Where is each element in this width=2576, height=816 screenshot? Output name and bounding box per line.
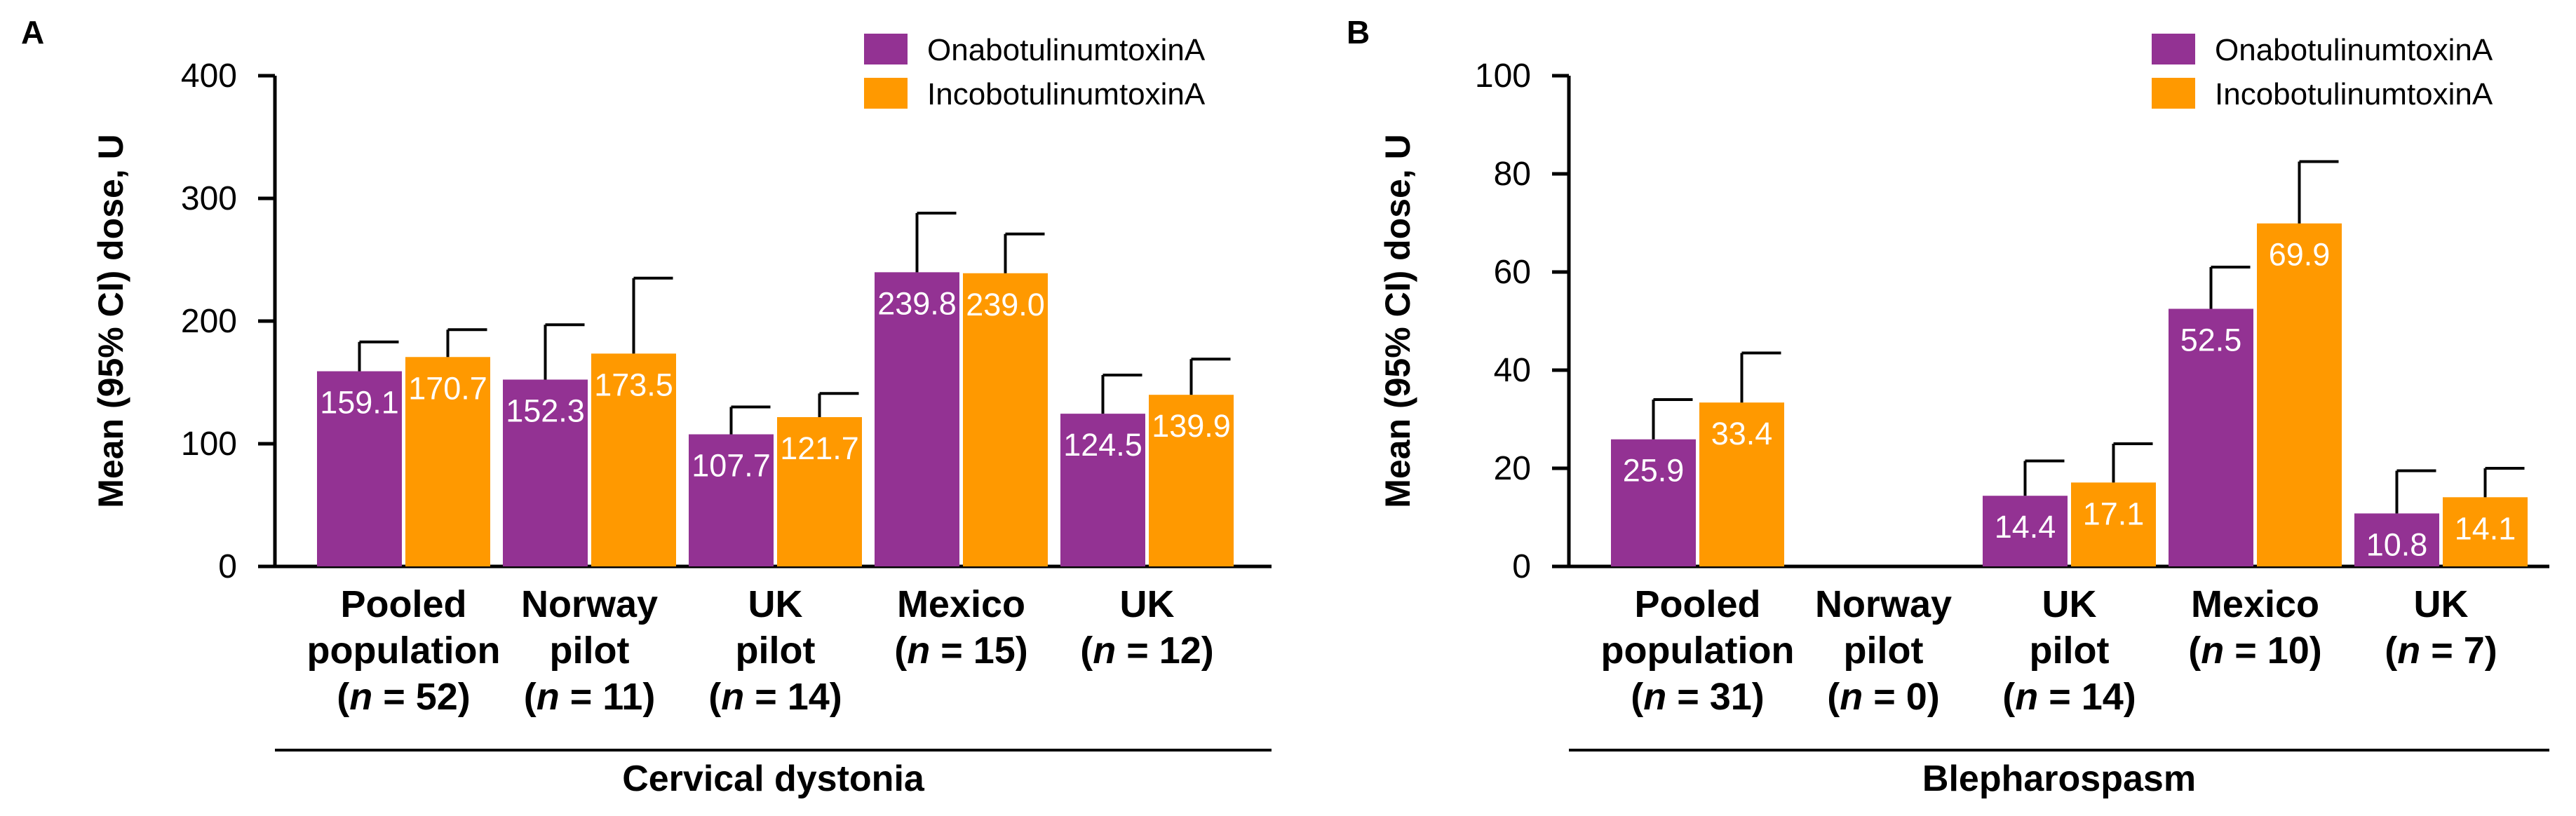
- x-category-label: pilot: [1844, 630, 1924, 672]
- x-category-label: Norway: [1815, 583, 1952, 625]
- panel-label: B: [1347, 14, 1370, 50]
- legend-label: OnabotulinumtoxinA: [927, 33, 1206, 67]
- bar-ona: [689, 434, 774, 566]
- x-category-label: Pooled: [1634, 583, 1760, 625]
- group-label: Cervical dystonia: [622, 759, 925, 799]
- bar-ona: [503, 379, 588, 566]
- y-tick-label: 20: [1494, 450, 1531, 487]
- bar-value-label: 107.7: [692, 448, 771, 484]
- bar-inco: [2257, 223, 2342, 566]
- bar-inco: [1149, 395, 1234, 566]
- bar-ona: [1611, 439, 1696, 566]
- bar-inco: [777, 417, 862, 566]
- x-category-label: Pooled: [340, 583, 466, 625]
- legend-swatch: [864, 34, 908, 64]
- x-category-label: UK: [748, 583, 803, 625]
- bar-ona: [2354, 513, 2439, 566]
- x-category-label: UK: [2042, 583, 2097, 625]
- bar-value-label: 14.4: [1995, 509, 2056, 545]
- bar-value-label: 159.1: [320, 385, 399, 421]
- bar-value-label: 52.5: [2180, 322, 2242, 358]
- y-tick-label: 200: [181, 303, 237, 340]
- bar-ona: [875, 272, 959, 566]
- bar-inco: [591, 353, 676, 566]
- bar-value-label: 239.8: [877, 285, 957, 321]
- y-tick-label: 0: [1512, 548, 1531, 585]
- group-label: Blepharospasm: [1922, 759, 2196, 799]
- bar-ona: [317, 371, 402, 566]
- y-tick-label: 100: [1475, 57, 1531, 95]
- bar-value-label: 139.9: [1152, 408, 1231, 444]
- bar-value-label: 10.8: [2366, 526, 2428, 562]
- bar-ona: [2169, 308, 2253, 566]
- bar-value-label: 69.9: [2269, 237, 2331, 273]
- chart-panel-a: A 0 100 200 300 400 Mean (95% CI) dose, U 159.1…: [21, 14, 1272, 799]
- legend-swatch: [2152, 78, 2195, 109]
- x-category-label: UK: [2414, 583, 2469, 625]
- x-category-label: (n = 52): [337, 676, 471, 718]
- x-category-label: pilot: [550, 630, 630, 672]
- legend-label: OnabotulinumtoxinA: [2215, 33, 2493, 67]
- bar-inco: [963, 273, 1048, 566]
- y-axis-label: Mean (95% CI) dose, U: [91, 134, 130, 508]
- bar-value-label: 25.9: [1623, 453, 1685, 489]
- bar-value-label: 124.5: [1063, 427, 1142, 463]
- bar-ona: [1983, 496, 2068, 566]
- bar-value-label: 14.1: [2455, 510, 2516, 546]
- x-category-label: Mexico: [2191, 583, 2319, 625]
- legend-label: IncobotulinumtoxinA: [2215, 77, 2493, 111]
- bar-value-label: 173.5: [594, 367, 673, 402]
- bar-value-label: 17.1: [2083, 496, 2145, 531]
- y-tick-label: 80: [1494, 156, 1531, 193]
- y-tick-label: 400: [181, 57, 237, 95]
- y-tick-label: 60: [1494, 254, 1531, 291]
- panel-label: A: [21, 14, 44, 50]
- bar-value-label: 121.7: [780, 430, 859, 466]
- x-category-label: (n = 10): [2188, 630, 2322, 672]
- chart-panel-b: B 0 20 40 60 80 100 Mean (95% CI) dose, U 25.9 33…: [1347, 14, 2549, 799]
- x-category-label: population: [1601, 630, 1795, 672]
- bar-inco: [2443, 497, 2528, 566]
- x-category-label: population: [307, 630, 501, 672]
- x-category-label: Norway: [521, 583, 658, 625]
- bar-inco: [1699, 402, 1784, 566]
- x-category-label: pilot: [2030, 630, 2110, 672]
- y-tick-label: 100: [181, 426, 237, 463]
- legend-swatch: [2152, 34, 2195, 64]
- bar-inco: [405, 357, 490, 566]
- x-category-label: (n = 31): [1631, 676, 1765, 718]
- x-category-label: (n = 14): [708, 676, 842, 718]
- bar-value-label: 170.7: [408, 370, 487, 406]
- bar-value-label: 33.4: [1711, 416, 1773, 451]
- y-tick-label: 40: [1494, 352, 1531, 389]
- bar-value-label: 152.3: [506, 393, 585, 428]
- bar-inco: [2071, 482, 2156, 566]
- legend-swatch: [864, 78, 908, 109]
- x-category-label: (n = 15): [894, 630, 1028, 672]
- bar-ona: [1060, 414, 1145, 566]
- x-category-label: (n = 11): [524, 676, 656, 718]
- legend-label: IncobotulinumtoxinA: [927, 77, 1206, 111]
- bar-value-label: 239.0: [966, 287, 1045, 322]
- x-category-label: Mexico: [897, 583, 1025, 625]
- x-category-label: (n = 7): [2385, 630, 2497, 672]
- x-category-label: UK: [1120, 583, 1175, 625]
- x-category-label: (n = 12): [1080, 630, 1214, 672]
- x-category-label: (n = 14): [2002, 676, 2136, 718]
- x-category-label: pilot: [736, 630, 816, 672]
- x-category-label: (n = 0): [1827, 676, 1940, 718]
- y-tick-label: 300: [181, 180, 237, 217]
- y-axis-label: Mean (95% CI) dose, U: [1378, 134, 1417, 508]
- y-tick-label: 0: [218, 548, 237, 585]
